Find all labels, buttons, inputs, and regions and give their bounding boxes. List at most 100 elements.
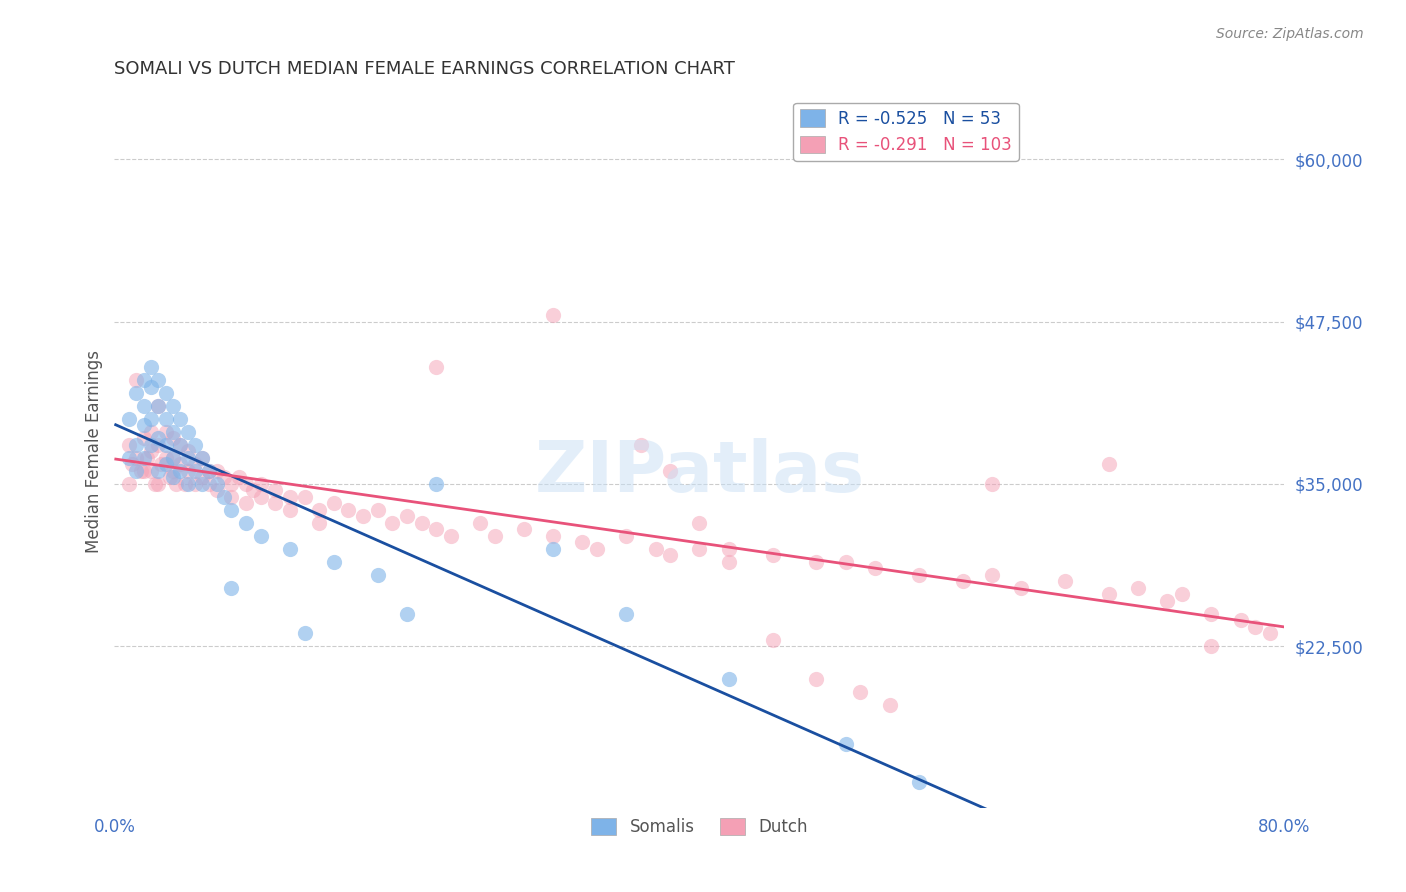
Point: [586, 541, 609, 556]
Point: [322, 555, 344, 569]
Text: SOMALI VS DUTCH MEDIAN FEMALE EARNINGS CORRELATION CHART: SOMALI VS DUTCH MEDIAN FEMALE EARNINGS C…: [114, 60, 735, 78]
Point: [125, 438, 148, 452]
Legend: Somalis, Dutch: Somalis, Dutch: [585, 812, 814, 843]
Point: [162, 450, 184, 465]
Point: [294, 626, 316, 640]
Point: [162, 432, 184, 446]
Point: [1244, 620, 1267, 634]
Point: [411, 516, 433, 530]
Point: [139, 379, 162, 393]
Point: [1201, 639, 1223, 653]
Point: [249, 490, 271, 504]
Point: [249, 529, 271, 543]
Point: [541, 541, 564, 556]
Point: [395, 607, 418, 621]
Point: [162, 450, 184, 465]
Point: [118, 450, 141, 465]
Point: [221, 503, 243, 517]
Point: [139, 464, 162, 478]
Point: [148, 464, 170, 478]
Point: [155, 450, 177, 465]
Point: [630, 438, 652, 452]
Text: Source: ZipAtlas.com: Source: ZipAtlas.com: [1216, 27, 1364, 41]
Point: [425, 476, 447, 491]
Point: [278, 490, 301, 504]
Point: [173, 476, 195, 491]
Point: [155, 425, 177, 439]
Point: [264, 483, 287, 498]
Point: [169, 464, 191, 478]
Point: [308, 516, 330, 530]
Point: [121, 458, 143, 472]
Point: [148, 399, 170, 413]
Point: [125, 464, 148, 478]
Point: [659, 549, 682, 563]
Point: [169, 458, 191, 472]
Point: [294, 490, 316, 504]
Point: [212, 470, 235, 484]
Point: [139, 438, 162, 452]
Point: [184, 438, 207, 452]
Point: [176, 450, 198, 465]
Point: [308, 503, 330, 517]
Point: [952, 574, 974, 589]
Point: [132, 373, 155, 387]
Point: [484, 529, 506, 543]
Point: [352, 509, 374, 524]
Point: [139, 444, 162, 458]
Point: [644, 541, 666, 556]
Point: [221, 490, 243, 504]
Point: [155, 438, 177, 452]
Point: [129, 464, 152, 478]
Point: [322, 496, 344, 510]
Point: [205, 464, 228, 478]
Point: [907, 775, 929, 789]
Point: [468, 516, 491, 530]
Point: [1171, 587, 1194, 601]
Point: [242, 483, 264, 498]
Point: [176, 425, 198, 439]
Point: [381, 516, 404, 530]
Point: [169, 438, 191, 452]
Point: [249, 476, 271, 491]
Point: [148, 373, 170, 387]
Point: [165, 476, 187, 491]
Point: [212, 490, 235, 504]
Point: [863, 561, 886, 575]
Point: [184, 476, 207, 491]
Point: [205, 476, 228, 491]
Point: [614, 607, 637, 621]
Point: [395, 509, 418, 524]
Point: [155, 458, 177, 472]
Point: [541, 529, 564, 543]
Point: [198, 464, 221, 478]
Point: [806, 555, 828, 569]
Point: [278, 503, 301, 517]
Point: [717, 541, 740, 556]
Point: [367, 503, 389, 517]
Point: [132, 432, 155, 446]
Point: [1053, 574, 1076, 589]
Point: [1258, 626, 1281, 640]
Point: [155, 412, 177, 426]
Point: [688, 541, 710, 556]
Point: [125, 386, 148, 401]
Point: [717, 555, 740, 569]
Point: [132, 450, 155, 465]
Point: [1156, 593, 1178, 607]
Point: [118, 438, 141, 452]
Point: [125, 373, 148, 387]
Point: [139, 425, 162, 439]
Point: [148, 399, 170, 413]
Point: [571, 535, 593, 549]
Point: [162, 464, 184, 478]
Point: [162, 399, 184, 413]
Point: [155, 386, 177, 401]
Point: [235, 516, 257, 530]
Point: [176, 476, 198, 491]
Point: [198, 464, 221, 478]
Point: [162, 425, 184, 439]
Point: [513, 522, 536, 536]
Point: [191, 450, 214, 465]
Point: [834, 555, 856, 569]
